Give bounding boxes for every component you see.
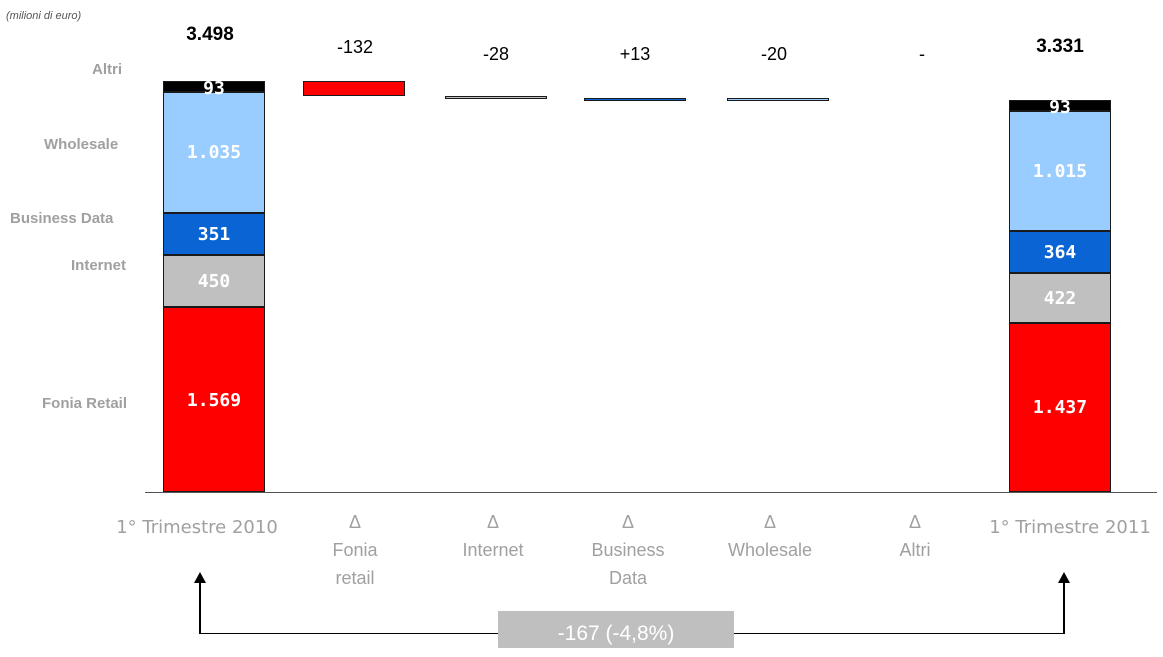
bar-segment-fonia-retail: 1.437 — [1009, 323, 1111, 492]
x-axis-line — [145, 492, 1157, 493]
delta-symbol: Δ — [763, 512, 777, 532]
x-label-delta-wholesale: Δ Wholesale — [710, 508, 830, 564]
delta-symbol: Δ — [348, 512, 362, 532]
legend-label-business-data: Business Data — [10, 210, 114, 227]
delta-bar-fonia-retail — [303, 80, 405, 97]
delta-symbol: Δ — [908, 512, 922, 532]
right-arrow-head-icon — [1058, 572, 1070, 583]
segment-value-label: 1.569 — [186, 389, 242, 411]
delta-value-wholesale: -20 — [760, 44, 787, 64]
bar-segment-altri: 93 — [163, 78, 265, 99]
segment-value-label: 1.035 — [186, 142, 242, 164]
segment-value-label: 351 — [197, 223, 231, 245]
unit-note: (milioni di euro) — [6, 10, 82, 22]
delta-symbol: Δ — [621, 512, 635, 532]
bar-segment-altri: 93 — [1009, 97, 1111, 118]
right-arrow-stem — [1063, 582, 1065, 634]
delta-label-line: Fonia — [332, 540, 378, 560]
delta-label-line: Data — [608, 568, 648, 588]
total-label-2010: 3.498 — [186, 24, 234, 45]
legend-label-fonia-retail: Fonia Retail — [42, 395, 128, 412]
delta-bar-wholesale — [727, 97, 829, 101]
delta-bar-internet — [445, 96, 547, 100]
delta-value-internet: -28 — [482, 44, 509, 64]
segment-value-label: 1.437 — [1032, 397, 1088, 419]
delta-bar-business-data — [584, 97, 686, 101]
x-label-delta-internet: Δ Internet — [443, 508, 543, 564]
delta-label-line: Internet — [462, 540, 524, 560]
total-label-2011: 3.331 — [1036, 36, 1084, 57]
x-label-2011: 1° Trimestre 2011 — [989, 517, 1151, 538]
delta-value-altri: - — [919, 44, 925, 64]
delta-label-line: retail — [335, 568, 375, 588]
bar-segment-business-data: 364 — [1009, 230, 1111, 274]
delta-label-line: Altri — [899, 540, 931, 560]
bar-segment-internet: 422 — [1009, 273, 1111, 323]
bar-segment-wholesale: 1.015 — [1009, 111, 1111, 231]
left-arrow-head-icon — [194, 572, 206, 583]
legend-label-altri: Altri — [92, 61, 122, 78]
segment-value-label: 1.015 — [1032, 160, 1088, 182]
x-label-delta-altri: Δ Altri — [865, 508, 965, 564]
delta-value-business-data: +13 — [619, 44, 651, 64]
delta-value-fonia-retail: -132 — [336, 37, 374, 57]
bar-segment-internet: 450 — [163, 254, 265, 308]
delta-label-line: Business — [591, 540, 665, 560]
segment-value-label: 93 — [1049, 97, 1071, 119]
bar-segment-fonia-retail: 1.569 — [163, 307, 265, 492]
segment-value-label: 93 — [203, 77, 225, 99]
left-arrow-stem — [199, 582, 201, 634]
x-label-delta-business-data: Δ Business Data — [578, 508, 678, 592]
delta-symbol: Δ — [486, 512, 500, 532]
segment-value-label: 450 — [197, 271, 231, 293]
delta-label-line: Wholesale — [727, 540, 813, 560]
x-label-delta-fonia-retail: Δ Fonia retail — [305, 508, 405, 592]
bar-segment-wholesale: 1.035 — [163, 91, 265, 214]
segment-value-label: 364 — [1043, 241, 1077, 263]
legend-label-wholesale: Wholesale — [44, 136, 119, 153]
bar-segment-business-data: 351 — [163, 213, 265, 255]
legend-label-internet: Internet — [71, 257, 127, 274]
overall-change-badge: -167 (-4,8%) — [498, 611, 734, 648]
segment-value-label: 422 — [1043, 288, 1077, 310]
x-label-2010: 1° Trimestre 2010 — [116, 517, 278, 538]
